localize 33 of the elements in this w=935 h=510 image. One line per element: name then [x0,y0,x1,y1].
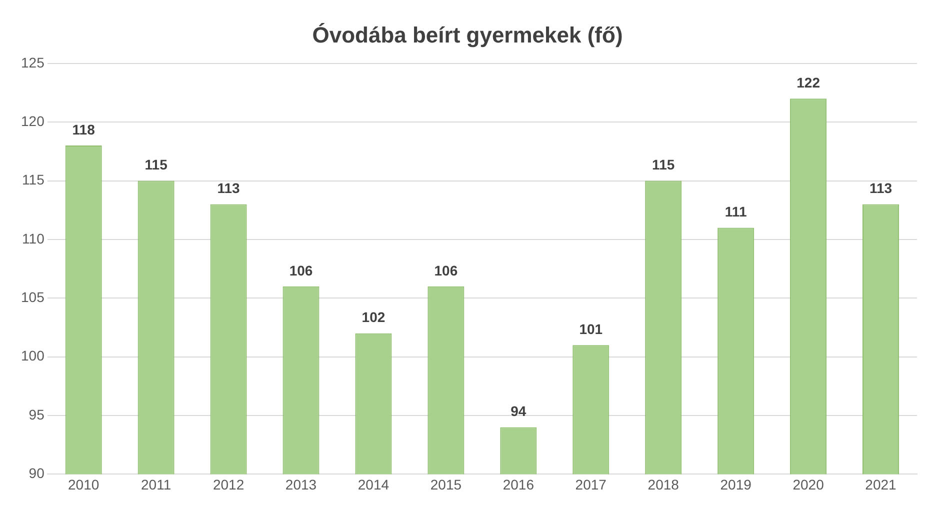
y-tick-label: 110 [22,230,45,246]
x-tick-label: 2010 [68,476,100,492]
x-tick-label: 2012 [212,476,244,492]
y-tick-label: 120 [21,112,45,129]
data-label: 111 [724,204,747,220]
data-label: 94 [510,403,526,420]
data-label: 122 [796,74,820,90]
data-label: 118 [72,121,96,138]
y-tick-label: 90 [28,465,45,482]
x-tick-label: 2019 [720,476,752,492]
data-label: 102 [362,309,386,326]
data-label: 113 [217,180,240,196]
y-tick-label: 100 [21,348,45,364]
data-label: 101 [579,320,603,337]
data-label: 113 [869,180,892,196]
x-tick-label: 2011 [141,476,172,492]
x-tick-label: 2014 [358,476,390,492]
y-tick-label: 95 [28,406,45,422]
data-label: 115 [652,156,675,173]
data-label: 106 [434,262,458,278]
y-tick-label: 115 [22,172,45,188]
x-tick-label: 2021 [865,476,897,492]
x-tick-label: 2017 [575,476,607,492]
y-tick-label: 105 [21,289,45,305]
x-tick-label: 2013 [285,476,317,492]
data-label: 115 [144,156,168,173]
x-tick-label: 2016 [502,476,534,492]
chart-title: Óvodába beírt gyermekek (fő) [312,22,623,48]
x-tick-label: 2015 [430,476,462,492]
y-tick-label: 125 [21,54,45,70]
x-tick-label: 2018 [648,476,680,492]
data-label: 106 [289,262,313,278]
x-tick-label: 2020 [792,476,824,492]
